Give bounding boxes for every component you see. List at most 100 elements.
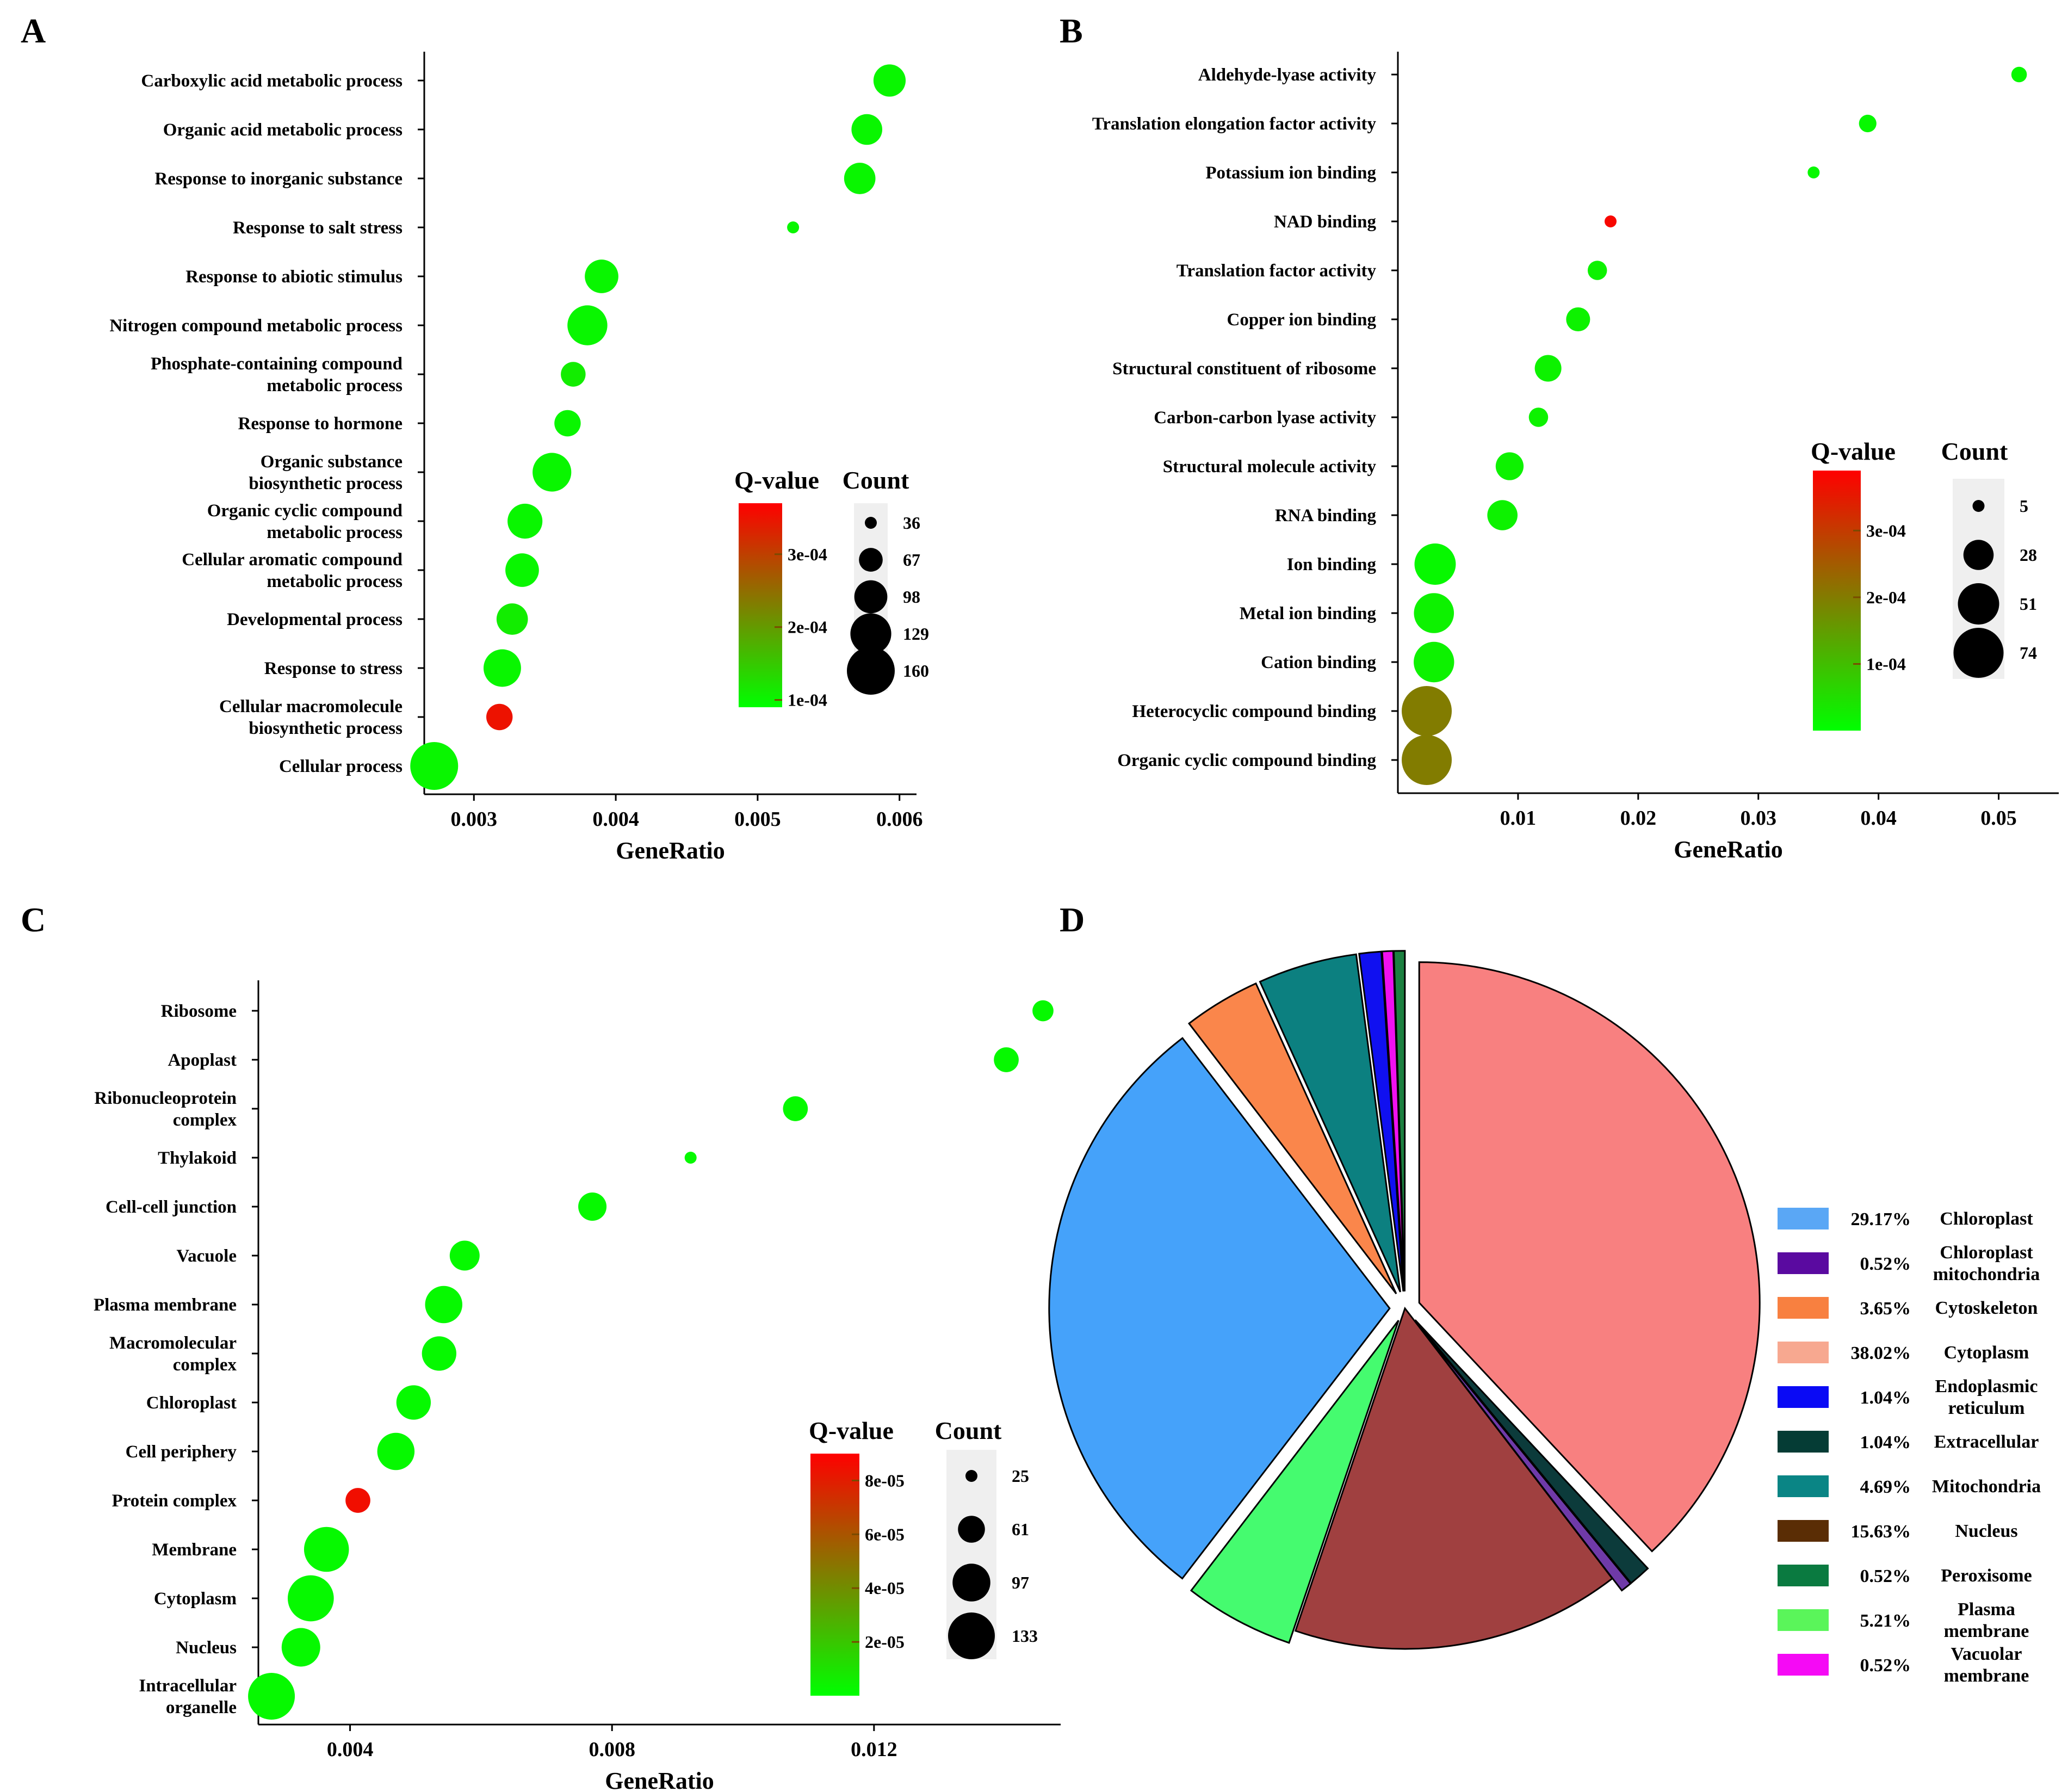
size-legend-label: 160 [903,661,929,681]
data-point [304,1527,349,1572]
data-point [449,1240,480,1271]
panel-label-c: C [21,900,46,939]
x-tick-label: 0.01 [1500,807,1537,830]
pie-slice [1414,1320,1632,1592]
size-legend-dot [958,1516,985,1543]
legend-percent: 0.52% [1860,1566,1911,1586]
data-point [994,1047,1019,1072]
data-point [567,305,608,345]
size-legend-label: 28 [2020,545,2037,565]
y-category-label: Developmental process [227,610,403,629]
x-tick-label: 0.02 [1620,807,1657,830]
y-category-label: Structural constituent of ribosome [1112,359,1376,379]
size-legend-label: 129 [903,624,929,644]
legend-swatch [1778,1520,1829,1542]
size-legend-title: Count [843,466,909,494]
x-axis-title: GeneRatio [605,1768,714,1792]
y-category-label: Cytoplasm [154,1589,237,1609]
size-legend-label: 67 [903,550,920,570]
y-category-label: Phosphate-containing compound metabolic p… [151,354,403,396]
panel-a-dot-plot: Carboxylic acid metabolic process Organic… [109,52,929,864]
legend-label: Cytoplasm [1944,1343,2029,1363]
pie-slice [1392,950,1406,1292]
y-category-label: Macromolecular complex [109,1333,237,1375]
legend-percent: 1.04% [1860,1388,1911,1408]
data-point [585,259,618,293]
y-category-label: Response to salt stress [233,218,403,238]
data-point [1534,355,1562,382]
data-point [873,64,906,97]
y-category-label: Intracellular organelle [139,1676,237,1717]
y-category-label: Copper ion binding [1227,310,1376,330]
x-tick-label: 0.004 [592,808,639,831]
y-category-label: Organic cyclic compound binding [1117,751,1376,770]
legend-percent: 0.52% [1860,1655,1911,1676]
y-category-label: Carboxylic acid metabolic process [141,71,403,91]
y-category-label: Nitrogen compound metabolic process [109,316,403,336]
data-point [1605,215,1617,227]
data-point [1402,686,1452,736]
size-legend-label: 51 [2020,594,2037,614]
data-point [507,503,543,539]
x-tick-label: 0.05 [1980,807,2017,830]
legend-swatch [1778,1386,1829,1408]
data-point [783,1096,808,1121]
y-category-label: Organic acid metabolic process [163,120,403,140]
size-legend-dot [850,613,891,654]
x-tick-label: 0.006 [876,808,923,831]
x-tick-label: 0.003 [451,808,498,831]
data-point [281,1628,320,1667]
x-tick-label: 0.04 [1860,807,1897,830]
data-point [410,742,459,790]
pie-slice [1418,961,1761,1553]
data-point [787,221,800,233]
legend-swatch [1778,1431,1829,1453]
y-category-label: Response to stress [264,659,403,678]
colorbar-gradient [810,1454,859,1696]
x-axis-title: GeneRatio [1674,836,1782,863]
data-point [844,163,876,194]
legend-percent: 3.65% [1860,1299,1911,1319]
panel-label-d: D [1060,900,1085,939]
data-point [486,703,513,731]
size-legend-dot [952,1564,990,1602]
y-category-label: NAD binding [1274,212,1376,232]
y-category-label: Response to inorganic substance [154,169,403,189]
y-category-label: Aldehyde-lyase activity [1198,65,1377,85]
size-legend-label: 36 [903,513,920,533]
data-point [1859,114,1877,133]
legend-swatch [1778,1208,1829,1229]
colorbar-gradient [739,503,782,707]
data-point [248,1673,295,1720]
x-tick-label: 0.012 [851,1738,897,1761]
size-legend-label: 98 [903,587,920,607]
legend-percent: 4.69% [1860,1477,1911,1497]
y-category-label: Potassium ion binding [1205,163,1376,183]
legend-label: Nucleus [1955,1521,2017,1541]
data-point [578,1192,607,1221]
legend-swatch [1778,1252,1829,1274]
legend-label: Extracellular [1934,1432,2039,1452]
colorbar-tick-label: 2e-05 [865,1632,905,1652]
size-legend-label: 97 [1012,1573,1029,1592]
colorbar-tick-label: 3e-04 [788,545,827,564]
legend-label: Plasma membrane [1944,1599,2029,1641]
y-category-label: Translation factor activity [1177,261,1377,281]
size-legend-dot [854,580,888,614]
colorbar-title: Q-value [734,466,819,494]
data-point [396,1385,431,1420]
legend-percent: 0.52% [1860,1254,1911,1274]
data-point [483,649,521,687]
legend-swatch [1778,1565,1829,1586]
y-category-label: Cellular aromatic compound metabolic proc… [182,550,403,591]
y-category-label: RNA binding [1275,506,1377,526]
legend-percent: 29.17% [1851,1209,1911,1229]
x-tick-label: 0.004 [327,1738,374,1761]
legend-swatch [1778,1297,1829,1319]
colorbar-tick-label: 1e-04 [1866,654,1906,673]
y-category-label: Ion binding [1287,555,1377,574]
data-point [1402,735,1452,785]
data-point [505,553,539,587]
size-legend-dot [865,517,877,529]
data-point [554,410,581,437]
